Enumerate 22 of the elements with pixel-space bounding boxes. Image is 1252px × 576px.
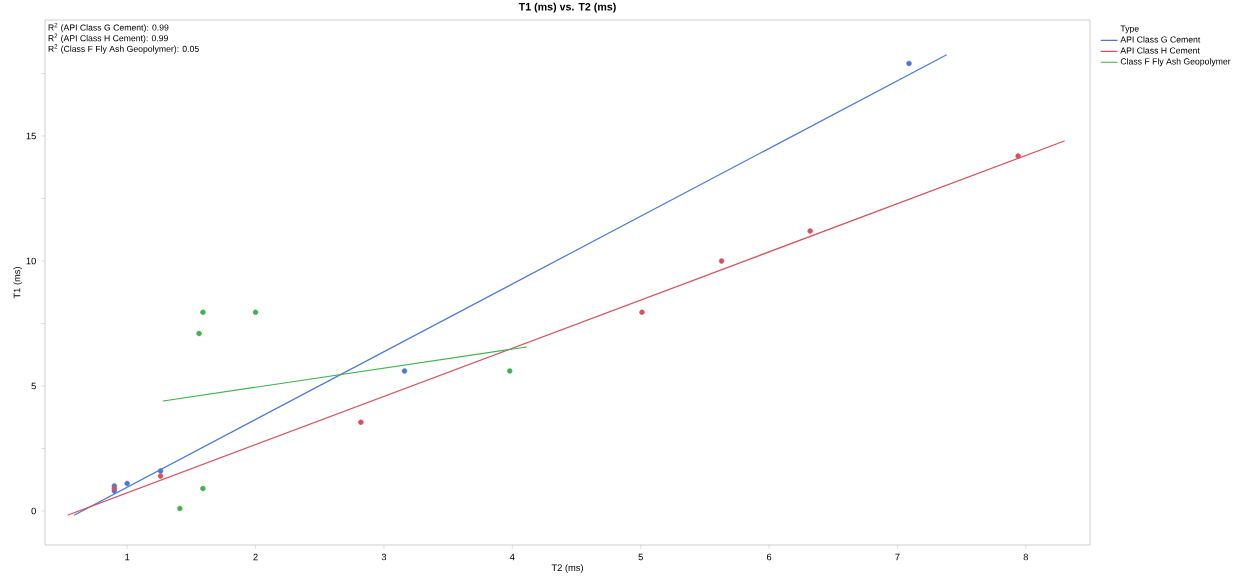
annotation: R$^{2}$ (API Class G Cement): 0.99 <box>48 22 169 33</box>
x-tick-label: 5 <box>638 553 643 561</box>
x-tick-label: 8 <box>1023 553 1029 561</box>
y-tick-label: 0 <box>31 507 36 515</box>
x-tick-label: 7 <box>895 553 900 561</box>
chart-title: T1 (ms) vs. T2 (ms) <box>518 2 616 13</box>
legend-label: API Class G Cement <box>1120 36 1201 43</box>
x-tick-label: 1 <box>125 553 130 561</box>
x-tick-label: 3 <box>381 553 387 561</box>
annotation: R$^{2}$ (API Class H Cement): 0.99 <box>48 33 168 43</box>
x-axis-title: T2 (ms) <box>551 564 583 573</box>
y-tick-label: 10 <box>26 257 36 265</box>
x-tick-label: 6 <box>766 553 772 561</box>
x-tick-label: 4 <box>509 553 515 561</box>
y-axis-title: T1 (ms) <box>13 267 23 299</box>
legend-label: Class F Fly Ash Geopolymer <box>1120 58 1231 67</box>
x-tick-label: 2 <box>253 553 258 561</box>
annotation: R$^{2}$ (Class F Fly Ash Geopolymer): 0.05 <box>48 44 199 54</box>
legend-label: API Class H Cement <box>1120 47 1200 54</box>
legend-title: Type <box>1120 25 1139 34</box>
y-tick-label: 15 <box>26 132 36 140</box>
y-tick-label: 5 <box>31 382 36 390</box>
